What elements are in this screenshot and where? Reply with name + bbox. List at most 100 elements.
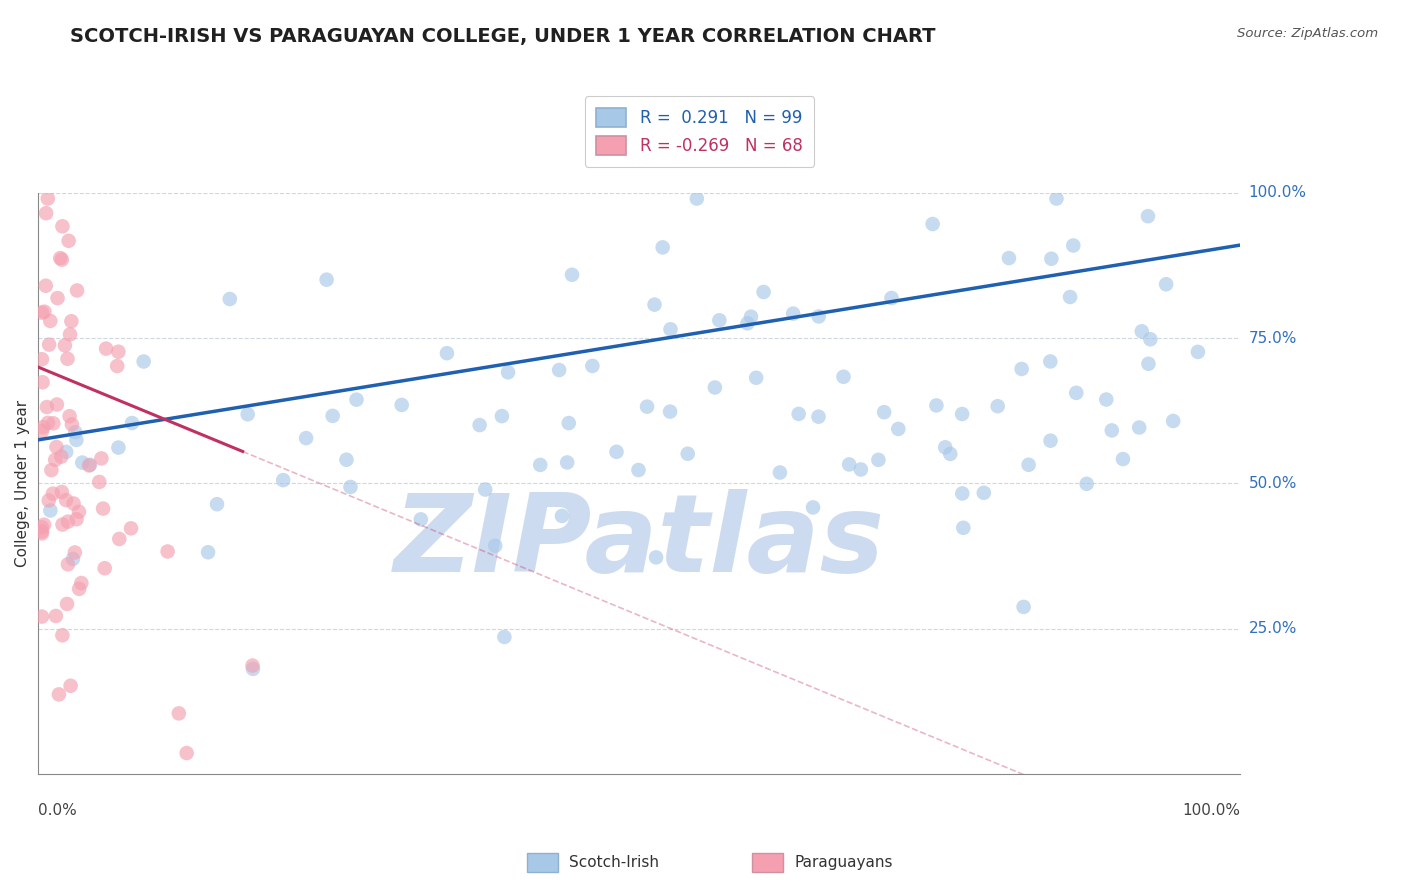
Point [53,338,76,352]
Point [58,234,80,248]
Point [1039,354,1062,368]
Point [79,458,101,472]
Point [93,561,115,575]
Point [56,515,79,529]
Point [1095,392,1118,407]
Point [45,609,67,624]
Point [51,628,73,642]
Point [1045,192,1067,206]
Point [782,307,804,321]
Point [987,399,1010,413]
Point [38,337,60,351]
Point [1011,362,1033,376]
Point [58,409,80,424]
Point [51,450,73,464]
Point [659,404,682,418]
Point [67,505,90,519]
Point [1039,434,1062,448]
Text: 0.0%: 0.0% [38,803,77,818]
Point [1187,345,1209,359]
Point [44,453,66,467]
Point [1064,385,1087,400]
Point [34,304,56,318]
Point [1040,252,1063,266]
Point [787,407,810,421]
Point [555,455,578,469]
Point [31,424,53,438]
Point [45,440,67,454]
Point [271,473,294,487]
Point [37,192,59,206]
Point [558,416,581,430]
Point [167,706,190,721]
Point [939,447,962,461]
Point [31,352,53,367]
Point [873,405,896,419]
Bar [527,853,558,872]
Point [32,420,55,434]
Point [636,400,658,414]
Point [62,496,84,510]
Point [107,441,129,455]
Text: ZIPatlas: ZIPatlas [394,489,884,595]
Point [105,359,128,373]
Point [676,447,699,461]
Point [737,316,759,330]
Point [94,342,117,356]
Point [1136,209,1159,223]
Point [65,433,87,447]
Point [205,497,228,511]
Point [46,291,69,305]
Point [89,475,111,489]
Point [346,392,368,407]
Point [67,582,90,596]
Point [651,240,673,254]
Point [551,508,574,523]
Point [409,512,432,526]
Point [56,351,79,366]
Point [703,380,725,394]
Point [339,480,361,494]
Point [31,526,53,541]
Point [70,576,93,591]
Point [90,451,112,466]
Point [51,252,73,267]
Point [56,597,79,611]
Point [322,409,344,423]
Point [529,458,551,472]
Point [952,521,974,535]
Point [807,310,830,324]
Point [156,544,179,558]
Point [218,292,240,306]
Point [474,483,496,497]
Point [77,458,100,473]
Point [55,445,77,459]
Point [51,219,73,234]
Point [49,251,72,265]
Text: 100.0%: 100.0% [1249,186,1306,200]
Point [38,493,60,508]
Point [740,310,762,324]
Point [769,466,792,480]
Point [1101,424,1123,438]
Point [1128,420,1150,434]
Point [801,500,824,515]
Point [934,440,956,454]
Point [491,409,513,423]
Point [998,251,1021,265]
Point [242,662,264,676]
Bar [752,853,783,872]
Point [107,344,129,359]
Point [849,462,872,476]
Point [48,687,70,701]
Point [295,431,318,445]
Point [709,313,731,327]
Point [745,371,768,385]
Point [832,369,855,384]
Point [31,376,53,390]
Point [807,409,830,424]
Point [35,278,58,293]
Y-axis label: College, Under 1 year: College, Under 1 year [15,400,30,567]
Point [39,314,62,328]
Point [627,463,650,477]
